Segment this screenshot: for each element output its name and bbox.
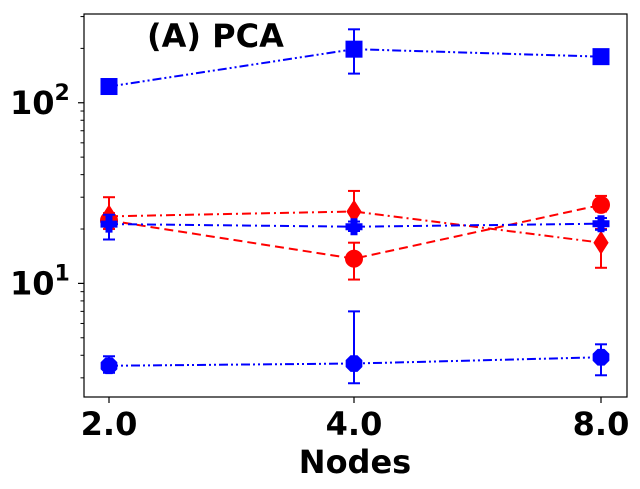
data-point xyxy=(592,195,610,214)
series-4 xyxy=(100,213,610,241)
data-point xyxy=(345,249,363,268)
series-5 xyxy=(100,310,610,385)
series-line xyxy=(108,222,602,228)
x-tick-label: 8.0 xyxy=(573,405,630,443)
data-point xyxy=(345,218,363,236)
data-point xyxy=(345,40,363,58)
x-tick-label: 4.0 xyxy=(326,405,383,443)
x-tick-label: 2.0 xyxy=(81,405,138,443)
data-point xyxy=(592,48,610,66)
chart-title: (A) PCA xyxy=(147,17,284,55)
data-point xyxy=(593,230,609,255)
data-point xyxy=(345,355,363,372)
data-point xyxy=(592,348,610,366)
y-tick-base: 10 xyxy=(10,264,55,302)
y-tick-label: 102 xyxy=(10,81,70,122)
data-point xyxy=(100,357,118,375)
series-1 xyxy=(100,28,610,96)
series-layer xyxy=(100,28,610,385)
x-axis: 2.0 4.0 8.0 xyxy=(81,397,630,443)
data-point xyxy=(100,215,118,233)
y-tick-exponent: 1 xyxy=(55,261,70,286)
y-tick-label: 101 xyxy=(10,261,70,302)
data-point xyxy=(100,78,118,96)
x-axis-title: Nodes xyxy=(299,443,411,481)
series-line xyxy=(108,210,602,244)
y-tick-exponent: 2 xyxy=(55,81,70,106)
y-tick-base: 10 xyxy=(10,84,55,122)
data-point xyxy=(592,215,610,233)
